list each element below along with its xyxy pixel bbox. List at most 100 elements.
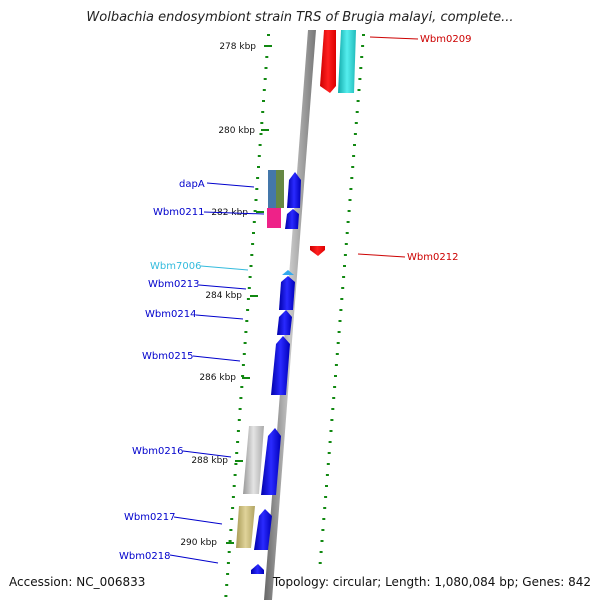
label-wbm0216[interactable]: Wbm0216 xyxy=(132,446,183,457)
ruler-dot xyxy=(323,507,327,509)
ruler-dot xyxy=(340,298,344,300)
ruler-dot xyxy=(351,166,355,168)
ruler-dot xyxy=(265,56,269,58)
ruler-dot xyxy=(236,441,240,443)
ruler-dot xyxy=(245,320,249,322)
gene-wbm0211[interactable] xyxy=(267,208,299,229)
ruler-dot xyxy=(331,408,335,410)
ruler-dot xyxy=(326,463,330,465)
ruler-dot xyxy=(229,529,233,531)
ruler-dot xyxy=(350,177,354,179)
ruler-dot xyxy=(345,232,349,234)
leader-wbm0214 xyxy=(195,314,244,320)
ruler-dot xyxy=(227,551,231,553)
ruler-dot xyxy=(353,144,356,146)
ruler-dot xyxy=(260,122,264,124)
ruler-dot xyxy=(243,342,247,344)
ruler-dot xyxy=(261,111,265,113)
accession-text: Accession: NC_006833 xyxy=(9,575,146,589)
gene-wbm0217[interactable] xyxy=(236,506,272,550)
ruler-dot xyxy=(335,353,339,355)
gene-wbm0218[interactable] xyxy=(251,564,264,574)
label-wbm0211[interactable]: Wbm0211 xyxy=(153,207,204,218)
left-ruler-track xyxy=(224,34,270,597)
gene-wbm0209[interactable] xyxy=(320,30,356,93)
leader-wbm0218 xyxy=(169,554,219,564)
gene-wbm7006[interactable] xyxy=(282,270,294,275)
ruler-dot xyxy=(319,551,323,553)
ruler-dot xyxy=(246,298,250,300)
ruler-dot xyxy=(361,45,365,47)
label-wbm0214[interactable]: Wbm0214 xyxy=(145,309,196,320)
ruler-dot xyxy=(234,463,238,465)
ruler-dot xyxy=(356,100,360,102)
ruler-dot xyxy=(346,221,350,223)
ruler-dot xyxy=(257,166,260,168)
ruler-dot xyxy=(247,287,251,289)
ruler-dot xyxy=(334,375,337,377)
ruler-tick-278: 278 kbp xyxy=(219,42,272,52)
ruler-dot xyxy=(248,276,252,278)
label-wbm0217[interactable]: Wbm0217 xyxy=(124,512,175,523)
ruler-dot xyxy=(242,353,246,355)
label-wbm0218[interactable]: Wbm0218 xyxy=(119,551,170,562)
ruler-dot xyxy=(357,89,361,91)
gene-wbm0214[interactable] xyxy=(277,310,292,335)
label-wbm0215[interactable]: Wbm0215 xyxy=(142,351,193,362)
ruler-dot xyxy=(236,430,240,432)
ruler-dot xyxy=(348,199,352,201)
gene-dapa[interactable] xyxy=(268,170,301,208)
ruler-dot xyxy=(336,342,340,344)
ruler-dot xyxy=(360,56,364,58)
ruler-dot xyxy=(231,496,235,498)
ruler-label-284: 284 kbp xyxy=(205,291,242,301)
ruler-dot xyxy=(324,496,328,498)
ruler-dot xyxy=(252,232,255,234)
ruler-dot xyxy=(253,210,257,212)
leader-wbm0213 xyxy=(198,284,247,290)
ruler-dot xyxy=(246,309,250,311)
leader-wbm7006 xyxy=(200,265,249,271)
right-ruler-track xyxy=(318,34,365,564)
ruler-dot xyxy=(224,595,228,597)
ruler-dot xyxy=(225,584,229,586)
ruler-dot xyxy=(228,540,232,542)
ruler-dot xyxy=(267,34,270,36)
ruler-dot xyxy=(341,287,345,289)
ruler-dot xyxy=(232,485,236,487)
gene-wbm0212[interactable] xyxy=(310,246,325,256)
ruler-label-280: 280 kbp xyxy=(218,126,255,136)
label-wbm7006[interactable]: Wbm7006 xyxy=(150,261,201,272)
gene-wbm0213[interactable] xyxy=(279,276,295,310)
ruler-dot xyxy=(251,243,255,245)
ruler-dot xyxy=(264,67,268,69)
ruler-dot xyxy=(230,518,234,520)
ruler-tick-290: 290 kbp xyxy=(180,538,234,548)
leader-wbm0215 xyxy=(192,355,241,362)
ruler-dot xyxy=(239,397,243,399)
ruler-dot xyxy=(237,419,241,421)
ruler-dot xyxy=(258,144,262,146)
gene-wbm0215[interactable] xyxy=(271,336,290,395)
ruler-tick-288: 288 kbp xyxy=(191,456,243,466)
label-dapa[interactable]: dapA xyxy=(179,179,205,190)
leader-wbm0217 xyxy=(173,516,223,525)
ruler-dot xyxy=(337,331,341,333)
ruler-tick-284: 284 kbp xyxy=(205,291,258,301)
ruler-dot xyxy=(226,562,230,564)
ruler-dot xyxy=(342,276,346,278)
ruler-dot xyxy=(233,474,237,476)
ruler-dot xyxy=(349,188,353,190)
leader-wbm0216 xyxy=(182,450,232,458)
label-wbm0209[interactable]: Wbm0209 xyxy=(420,34,471,45)
label-wbm0212[interactable]: Wbm0212 xyxy=(407,252,458,263)
ruler-dot xyxy=(355,111,359,113)
ruler-dot xyxy=(263,78,267,80)
ruler-dot xyxy=(354,122,358,124)
ruler-dot xyxy=(362,34,365,36)
ruler-dot xyxy=(333,386,337,388)
ruler-dot xyxy=(343,265,346,267)
label-wbm0213[interactable]: Wbm0213 xyxy=(148,279,199,290)
gene-wbm0216[interactable] xyxy=(243,426,281,495)
